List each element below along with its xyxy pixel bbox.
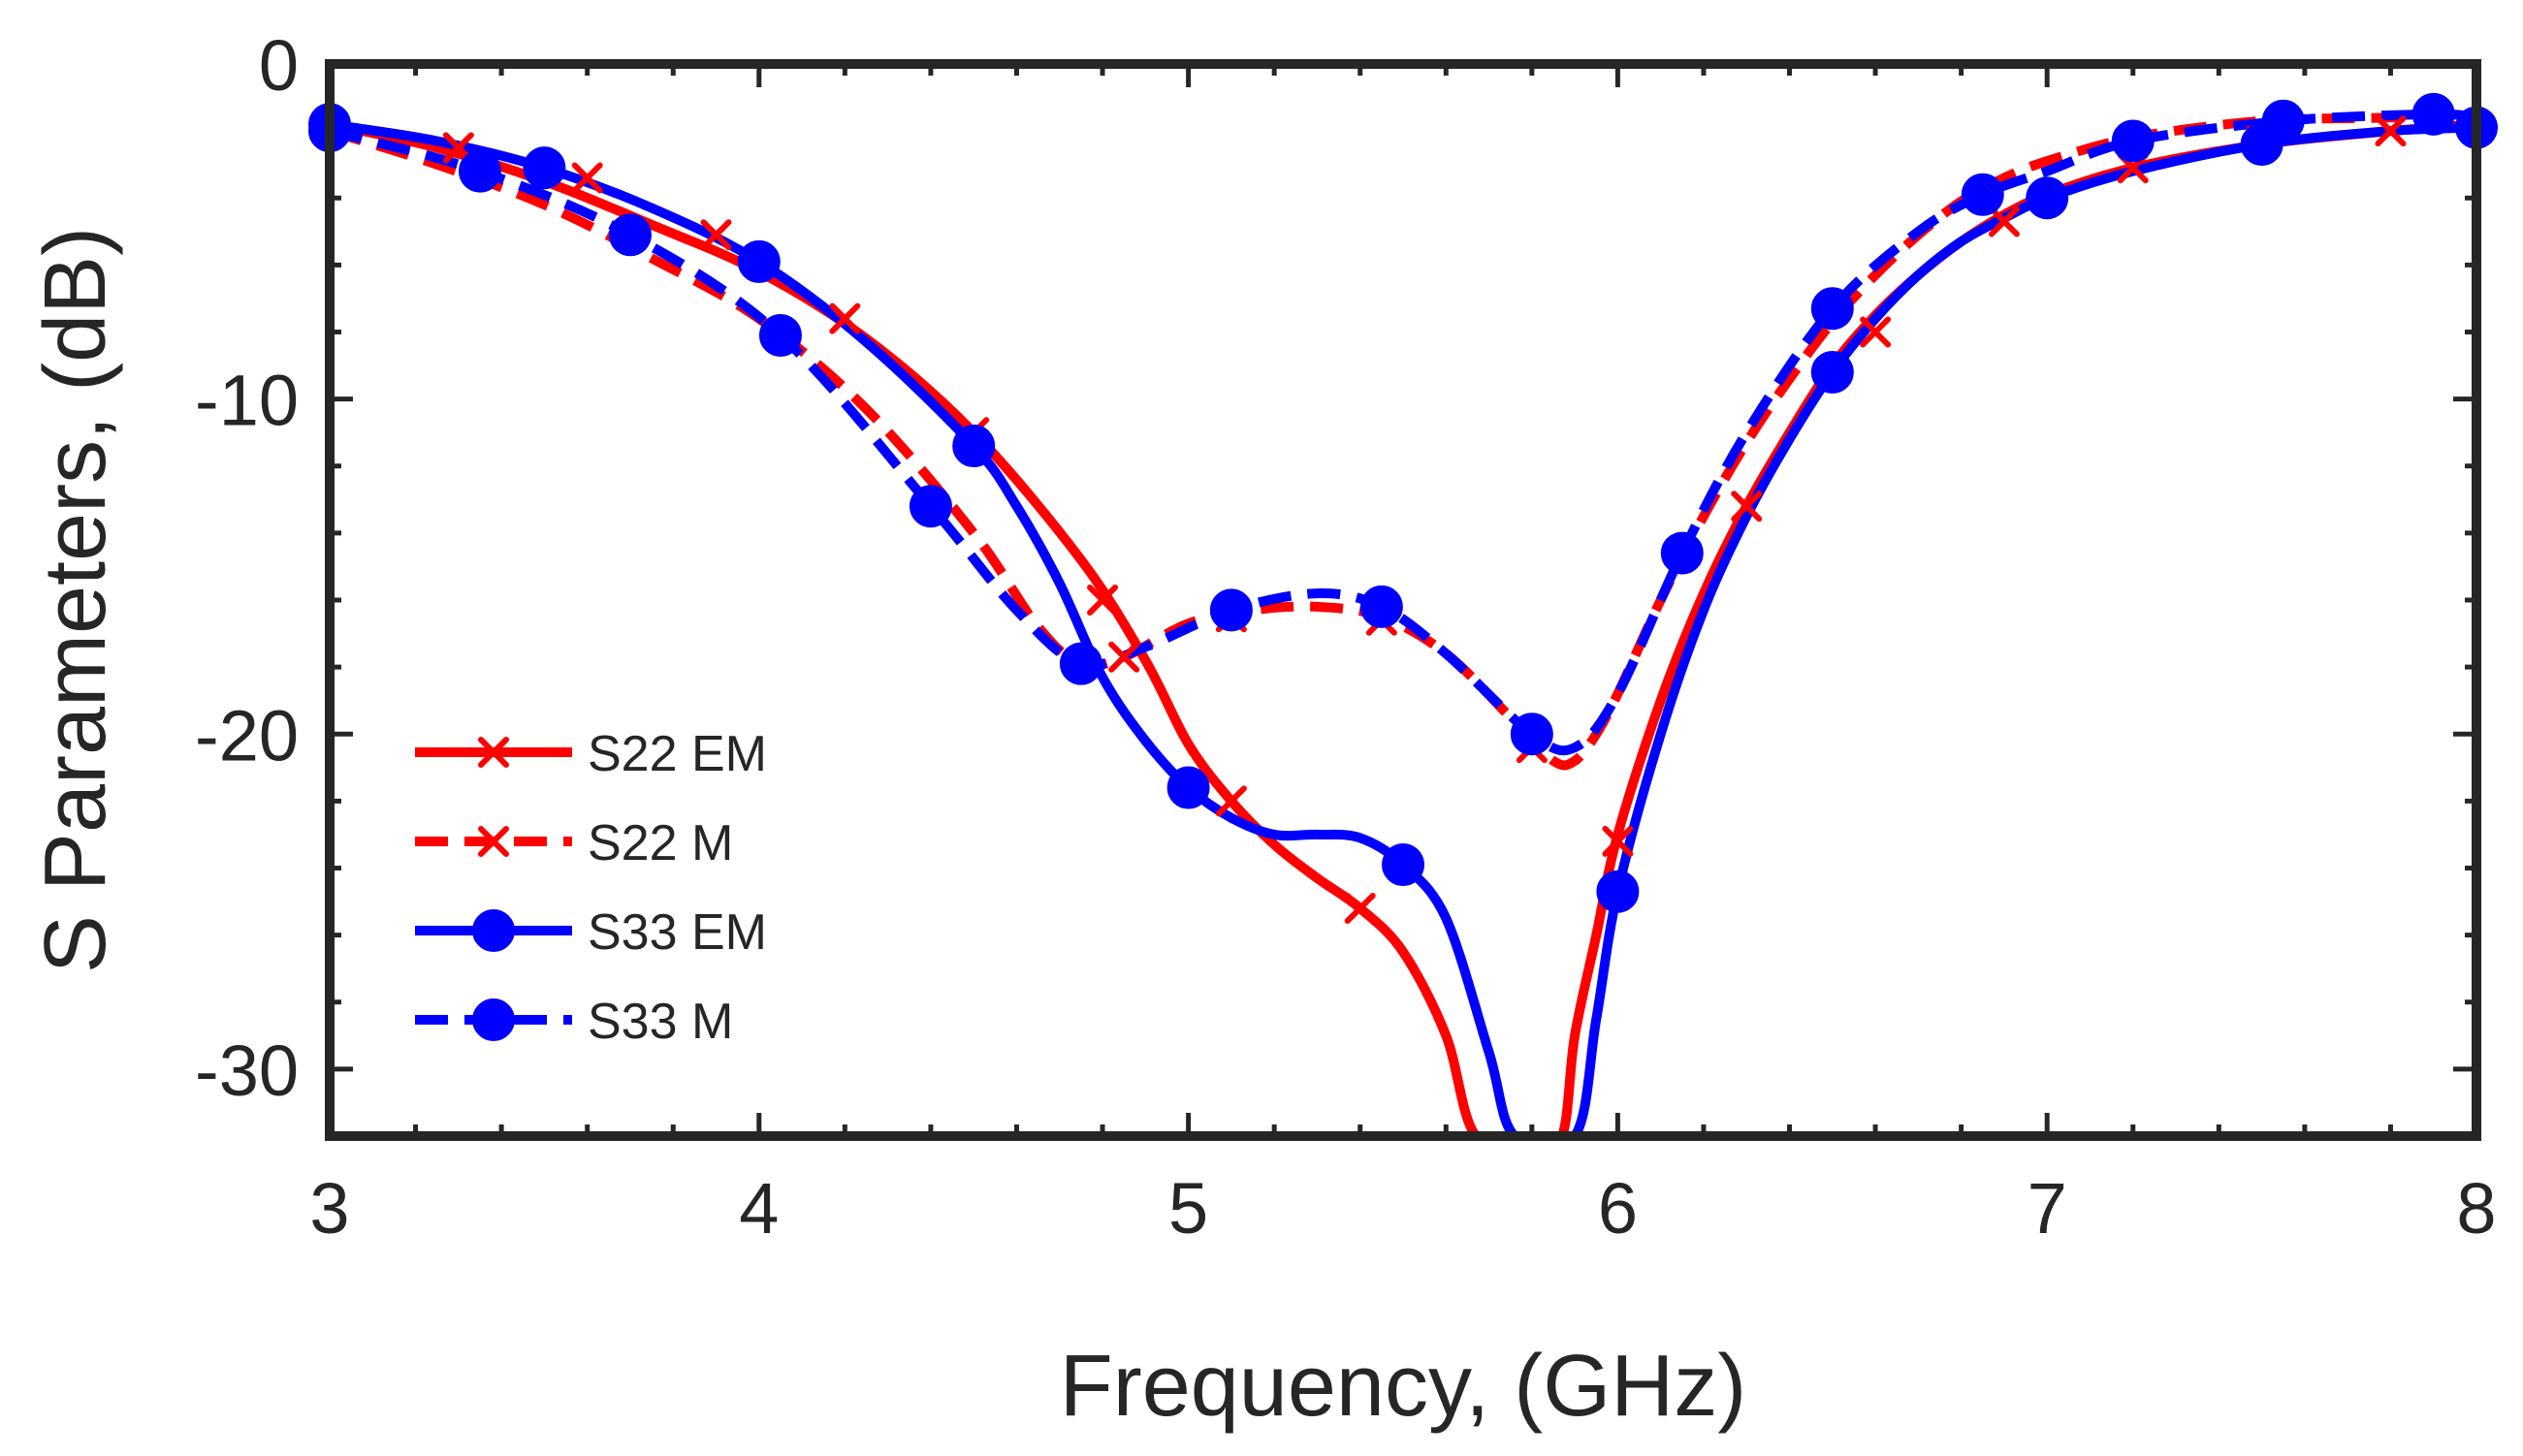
data-point-s22-em xyxy=(829,302,861,334)
series-line-s33-m xyxy=(330,109,2476,756)
y-tick-label: -30 xyxy=(195,1030,299,1111)
data-point-s33-em xyxy=(1382,843,1424,887)
data-point-s22-em xyxy=(1988,206,2020,237)
legend-label: S22 M xyxy=(588,815,733,871)
data-point-s33-m xyxy=(1660,531,1704,575)
data-point-s33-m xyxy=(458,149,501,193)
data-point-s33-m xyxy=(909,485,952,528)
marker-layer xyxy=(308,92,2498,924)
data-point-s33-em xyxy=(737,239,781,283)
legend-item-s33-m: S33 M xyxy=(415,994,733,1050)
x-tick-label: 7 xyxy=(2028,1168,2067,1249)
x-tick-label: 6 xyxy=(1598,1168,1638,1249)
data-point-s22-em xyxy=(2375,115,2407,147)
legend-item-s22-em: S22 EM xyxy=(415,726,767,782)
data-point-s22-m xyxy=(1108,641,1140,673)
series-line-s22-em xyxy=(330,119,2476,1136)
data-point-s33-m xyxy=(758,313,802,357)
legend-label: S22 EM xyxy=(588,726,767,782)
data-point-s22-em xyxy=(1860,316,1892,348)
y-tick-label: 0 xyxy=(259,25,299,106)
data-point-s33-m xyxy=(2411,92,2455,136)
data-point-s33-em xyxy=(2026,176,2069,220)
data-point-s33-m xyxy=(1359,585,1403,628)
data-point-s33-m xyxy=(1510,712,1553,756)
data-point-s33-em xyxy=(1596,870,1640,913)
y-tick-labels: 0 -10 -20 -30 xyxy=(195,25,299,1111)
data-point-s22-em xyxy=(1731,491,1763,522)
plot-frame xyxy=(325,59,2481,1141)
data-point-s33-m xyxy=(1209,588,1253,632)
data-point-s33-em xyxy=(523,146,566,190)
x-axis-label: Frequency, (GHz) xyxy=(1060,1338,1747,1435)
x-tick-label: 8 xyxy=(2456,1168,2496,1249)
data-point-s33-em xyxy=(952,425,996,468)
y-axis-label: S Parameters, (dB) xyxy=(27,227,124,973)
x-tick-labels: 3 4 5 6 7 8 xyxy=(309,1168,2496,1249)
data-point-s33-m xyxy=(1810,287,1854,331)
legend-label: S33 EM xyxy=(588,904,767,961)
data-point-s33-m xyxy=(2111,119,2155,163)
data-point-s22-em xyxy=(1087,585,1119,616)
data-point-s22-em xyxy=(1215,785,1247,817)
x-tick-label: 5 xyxy=(1168,1168,1208,1249)
data-point-s22-em xyxy=(1602,825,1634,857)
legend-item-s33-em: S33 EM xyxy=(415,904,767,961)
series-line-s33-em xyxy=(330,119,2476,1136)
legend-marker xyxy=(478,826,509,857)
data-point-s22-em xyxy=(700,219,732,251)
data-point-s33-m xyxy=(2261,99,2305,142)
legend-marker xyxy=(472,998,515,1041)
y-tick-label: -10 xyxy=(195,361,299,441)
legend-marker xyxy=(472,909,515,952)
data-point-s33-em xyxy=(1810,350,1854,394)
legend-item-s22-m: S22 M xyxy=(415,815,733,871)
y-tick-label: -20 xyxy=(195,695,299,775)
data-point-s33-m xyxy=(1961,173,2004,216)
data-point-s22-em xyxy=(1344,892,1376,924)
data-point-s33-em xyxy=(1166,766,1210,809)
legend-label: S33 M xyxy=(588,994,733,1050)
data-point-s22-em xyxy=(571,162,603,194)
legend-marker xyxy=(478,737,509,768)
data-point-s33-m xyxy=(608,213,652,257)
x-tick-label: 3 xyxy=(309,1168,349,1249)
x-tick-label: 4 xyxy=(739,1168,779,1249)
legend: S22 EM S22 M S33 EM S33 M xyxy=(415,726,767,1050)
data-point-s33-m xyxy=(1059,642,1102,685)
